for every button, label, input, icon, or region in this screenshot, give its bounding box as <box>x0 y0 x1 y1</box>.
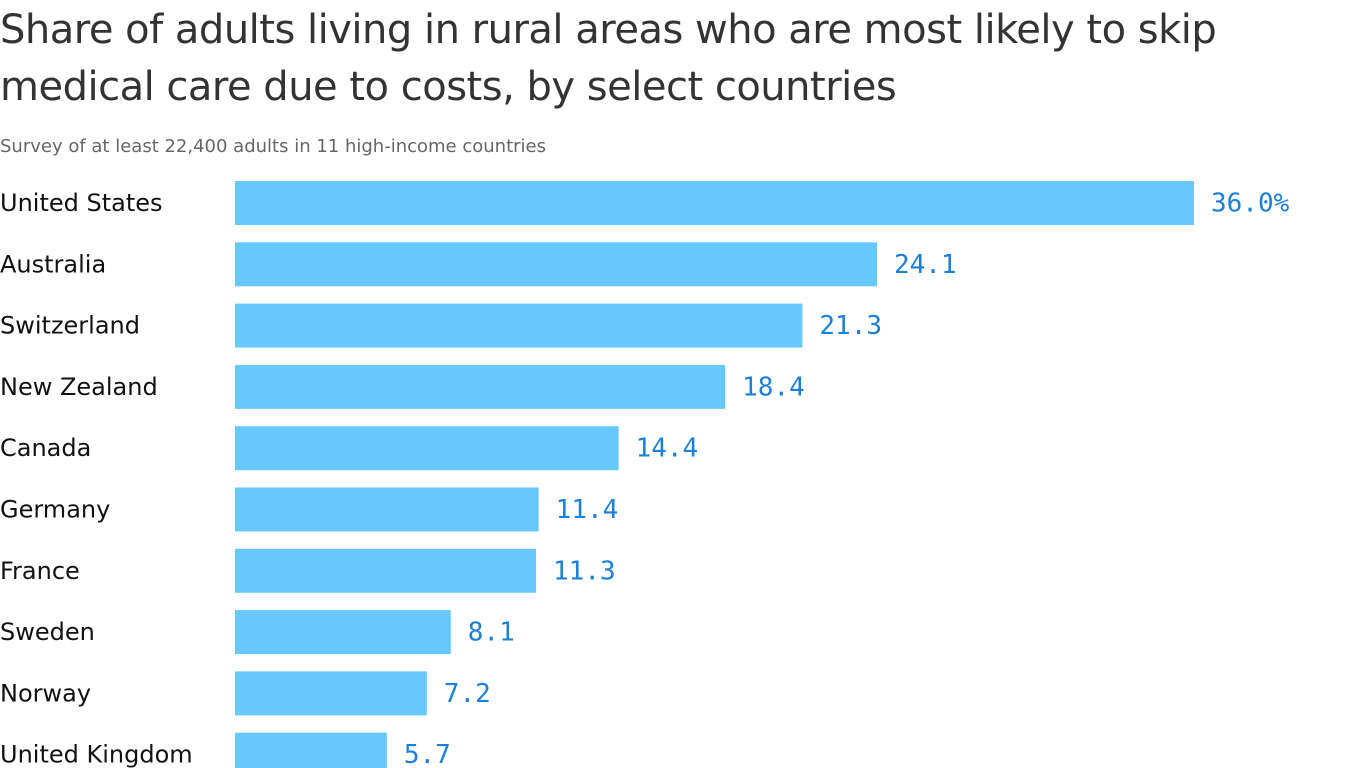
value-label: 8.1 <box>468 618 515 648</box>
bar <box>235 181 1194 225</box>
category-label: United Kingdom <box>0 741 193 768</box>
value-label: 11.3 <box>553 556 616 586</box>
value-label: 18.4 <box>742 372 805 402</box>
bar <box>235 732 387 768</box>
category-label: France <box>0 557 80 585</box>
chart-subtitle: Survey of at least 22,400 adults in 11 h… <box>0 136 546 157</box>
value-label: 14.4 <box>636 434 699 464</box>
category-label: Australia <box>0 250 106 278</box>
category-label: Norway <box>0 679 91 707</box>
bar <box>235 303 803 348</box>
value-label: 5.7 <box>404 740 451 768</box>
category-label: United States <box>0 189 163 217</box>
bar <box>235 610 451 655</box>
bar <box>235 548 537 593</box>
bar <box>235 487 539 532</box>
bar <box>235 671 427 716</box>
chart-title: Share of adults living in rural areas wh… <box>0 7 1217 110</box>
bar <box>235 426 619 471</box>
category-label: New Zealand <box>0 373 158 401</box>
value-label: 21.3 <box>819 311 882 341</box>
category-label: Switzerland <box>0 312 140 340</box>
bar <box>235 242 877 287</box>
value-label: 36.0% <box>1211 189 1290 219</box>
category-label: Canada <box>0 434 91 462</box>
category-label: Sweden <box>0 618 95 646</box>
category-label: Germany <box>0 496 110 524</box>
value-label: 24.1 <box>894 250 957 280</box>
bar <box>235 364 726 409</box>
value-label: 7.2 <box>444 679 491 709</box>
value-label: 11.4 <box>556 495 619 525</box>
